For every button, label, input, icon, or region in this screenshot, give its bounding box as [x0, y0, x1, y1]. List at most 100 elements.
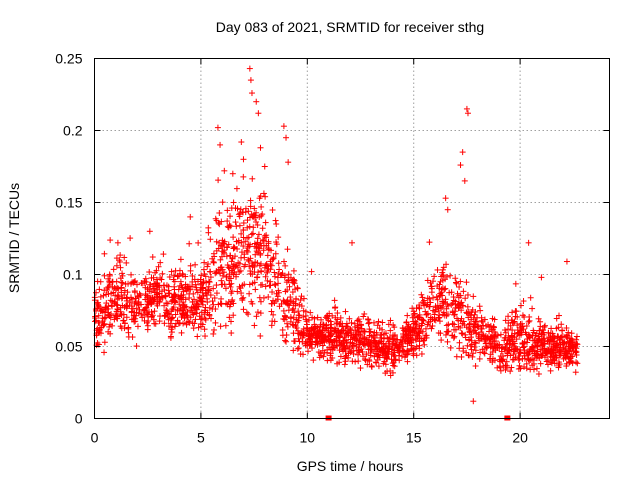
data-point [387, 327, 394, 334]
data-point [114, 296, 121, 303]
data-point [366, 356, 373, 363]
data-point [544, 337, 551, 344]
data-point [382, 354, 389, 361]
data-point [112, 312, 119, 319]
data-point [363, 351, 370, 358]
data-point [472, 308, 479, 315]
data-point [305, 332, 312, 339]
data-point [371, 348, 378, 355]
data-point [403, 348, 410, 355]
data-point [325, 317, 332, 324]
data-point [269, 289, 276, 296]
data-point [144, 285, 151, 292]
data-point [176, 307, 183, 314]
data-point [245, 208, 252, 215]
data-point [325, 329, 332, 336]
data-point [190, 311, 197, 318]
data-point [189, 299, 196, 306]
x-tick-label: 15 [406, 430, 422, 446]
data-point [442, 276, 449, 283]
data-point [219, 199, 226, 206]
data-point [386, 343, 393, 350]
data-point [347, 339, 354, 346]
data-point [212, 319, 219, 326]
data-point [216, 221, 223, 228]
data-point [210, 259, 217, 266]
data-point [373, 331, 380, 338]
data-point [204, 295, 211, 302]
data-point [118, 295, 125, 302]
data-point [554, 333, 561, 340]
data-point [206, 311, 213, 318]
data-point [510, 342, 517, 349]
data-point [448, 289, 455, 296]
data-point [437, 304, 444, 311]
data-point [296, 301, 303, 308]
data-point [290, 322, 297, 329]
data-point [449, 332, 456, 339]
x-tick-label: 5 [197, 430, 205, 446]
data-point [230, 234, 237, 241]
data-point [535, 337, 542, 344]
data-point [391, 331, 398, 338]
data-point [260, 190, 267, 197]
data-point [526, 333, 533, 340]
data-point [442, 296, 449, 303]
data-point [228, 298, 235, 305]
data-point [231, 269, 238, 276]
data-point [233, 238, 240, 245]
data-point [532, 332, 539, 339]
data-point [168, 268, 175, 275]
data-point [213, 268, 220, 275]
data-point [105, 283, 112, 290]
data-point [256, 245, 263, 252]
data-point [201, 326, 208, 333]
data-point [404, 312, 411, 319]
data-point [457, 324, 464, 331]
data-point [465, 351, 472, 358]
data-point [240, 306, 247, 313]
data-point [346, 345, 353, 352]
data-point [437, 292, 444, 299]
data-point [355, 358, 362, 365]
data-point [452, 279, 459, 286]
data-point [375, 363, 382, 370]
data-point [143, 304, 150, 311]
data-point [367, 339, 374, 346]
data-point [187, 213, 194, 220]
data-point [547, 348, 554, 355]
data-point [153, 276, 160, 283]
data-point [245, 258, 252, 265]
data-point [152, 320, 159, 327]
data-point [310, 357, 317, 364]
data-point [250, 262, 257, 269]
data-point [169, 297, 176, 304]
data-point [517, 365, 524, 372]
y-tick-label: 0 [75, 411, 83, 427]
data-point [290, 338, 297, 345]
data-point [442, 285, 449, 292]
data-point [340, 337, 347, 344]
data-point [253, 313, 260, 320]
data-point [458, 353, 465, 360]
data-point [319, 338, 326, 345]
data-point [247, 77, 254, 84]
data-point [318, 316, 325, 323]
data-point [317, 321, 324, 328]
data-point [253, 241, 260, 248]
data-point [300, 307, 307, 314]
data-point [502, 317, 509, 324]
data-point [283, 338, 290, 345]
data-point [385, 338, 392, 345]
data-point [148, 275, 155, 282]
data-point [410, 350, 417, 357]
data-point [255, 110, 262, 117]
data-point [491, 316, 498, 323]
data-point [535, 315, 542, 322]
data-point [436, 293, 443, 300]
data-point [136, 290, 143, 297]
data-point [342, 308, 349, 315]
data-point [150, 316, 157, 323]
data-point [486, 340, 493, 347]
data-point [391, 347, 398, 354]
